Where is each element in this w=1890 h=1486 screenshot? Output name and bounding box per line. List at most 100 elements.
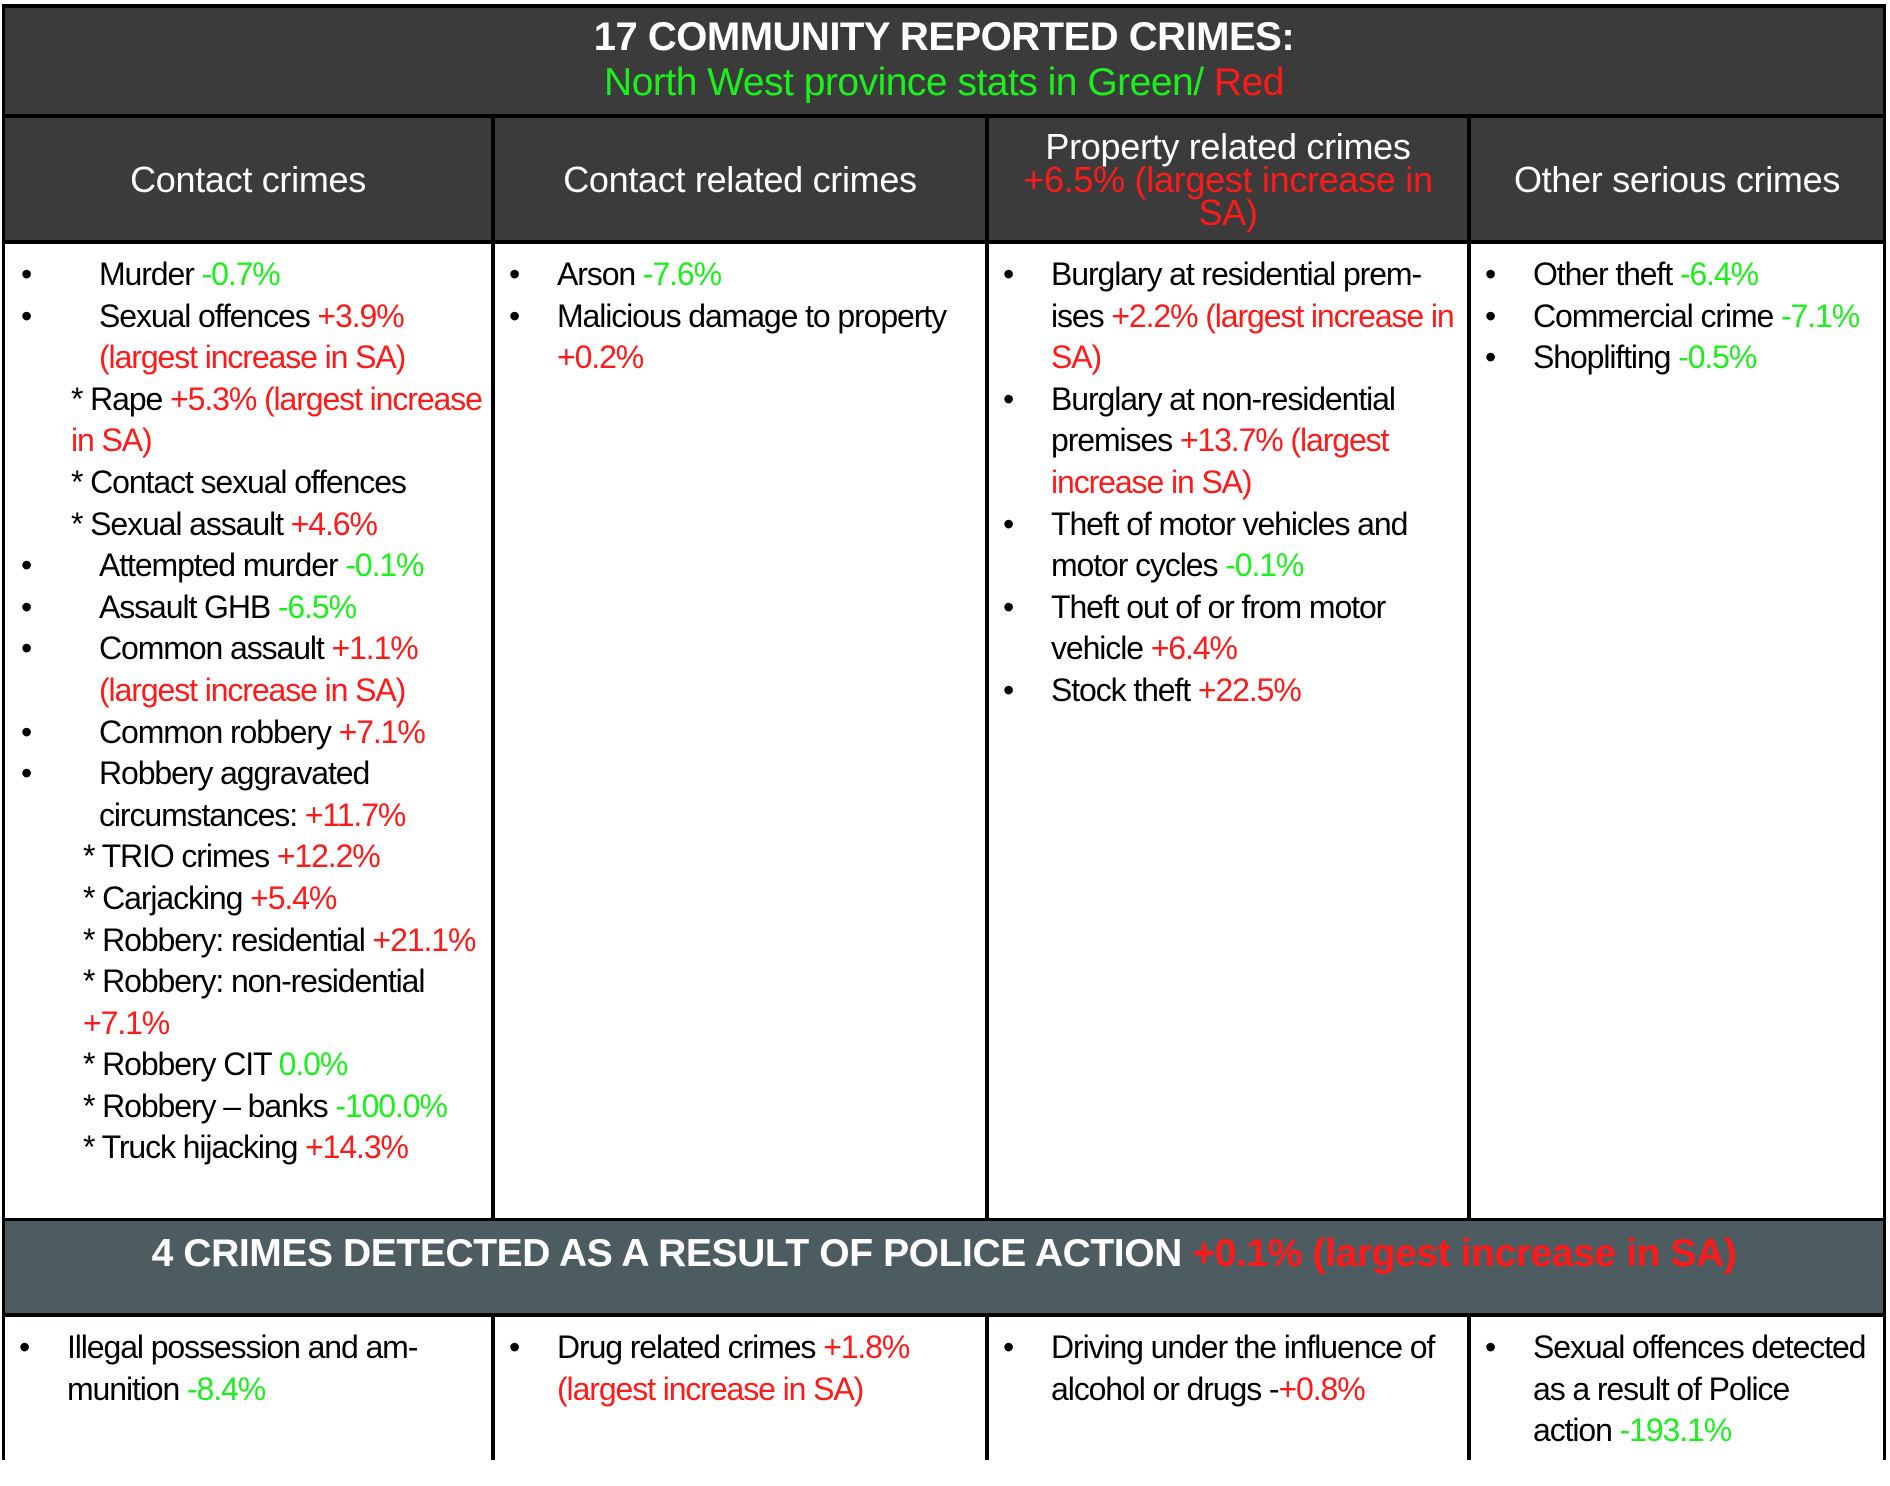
- crime-label: * Rape: [71, 380, 171, 417]
- header-label: Contact related crimes: [563, 158, 917, 200]
- crime-change-value: -6.4%: [1679, 256, 1759, 292]
- list-item: • Illegal possession and am-munition -8.4…: [5, 1327, 491, 1410]
- crime-label: * Truck hijacking: [83, 1129, 306, 1166]
- list-item: • Commercial crime -7.1%: [1471, 296, 1883, 338]
- list-item: • Drug related crimes +1.8% (largest incr…: [495, 1327, 985, 1410]
- police-column-1: • Illegal possession and am-munition -8.4…: [5, 1317, 491, 1460]
- police-column-4: • Sexual offences detected as a result of…: [1471, 1317, 1883, 1460]
- crime-change-value: +6.4%: [1150, 630, 1238, 667]
- column-contact-related-crimes: • Arson -7.6% • Malicious damage to propert…: [495, 244, 985, 1218]
- bullet-icon: •: [1485, 1329, 1496, 1365]
- bullet-icon: •: [21, 256, 32, 292]
- list-item: • Common robbery +7.1%: [5, 712, 491, 754]
- item-text: Shoplifting -0.5%: [1471, 337, 1883, 379]
- crime-change-value: +0.8%: [1278, 1370, 1365, 1407]
- bullet-icon: •: [21, 755, 32, 792]
- list-item: • Burglary at non-residential premises +1…: [989, 379, 1467, 504]
- bullet-icon: •: [1485, 339, 1496, 376]
- list-item: • Stock theft +22.5%: [989, 670, 1467, 712]
- item-text: * Carjacking +5.4%: [5, 878, 491, 920]
- crime-change-value: +14.3%: [305, 1129, 409, 1166]
- crime-label: * Sexual assault: [71, 505, 291, 542]
- crime-change-value: +2.2% (largest increase in SA): [1051, 297, 1455, 376]
- item-text: Murder -0.7%: [5, 254, 491, 296]
- crime-label: Malicious damage to property: [557, 297, 947, 334]
- crime-change-value: +5.4%: [250, 879, 337, 916]
- bullet-icon: •: [509, 297, 520, 334]
- crime-label: Theft of motor vehicles and motor cycles: [1051, 505, 1408, 584]
- crime-change-value: +3.9% (largest increase in SA): [99, 297, 406, 376]
- item-text: * Truck hijacking +14.3%: [5, 1127, 491, 1169]
- crime-label: * Robbery: residential: [83, 921, 373, 958]
- crime-change-value: -0.1%: [345, 547, 424, 584]
- column-contact-crimes: • Murder -0.7% • Sexual offences +3.9% (lar…: [5, 244, 491, 1218]
- bullet-icon: •: [1485, 256, 1496, 292]
- item-text: Malicious damage to property +0.2%: [495, 296, 985, 379]
- item-text: * Contact sexual offences: [5, 462, 491, 504]
- item-text: Attempted murder -0.1%: [5, 545, 491, 587]
- page-subtitle: North West province stats in Green/ Red: [5, 60, 1883, 106]
- item-text: Sexual offences detected as a result of …: [1471, 1327, 1883, 1452]
- sub-list-item: * Robbery: non-residential +7.1%: [5, 961, 491, 1044]
- page-title: 17 COMMUNITY REPORTED CRIMES:: [593, 15, 1295, 59]
- crime-label: Illegal possession and am-munition: [67, 1329, 418, 1407]
- item-text: Arson -7.6%: [495, 254, 985, 296]
- crime-change-value: -0.7%: [201, 256, 281, 292]
- item-text: Sexual offences +3.9% (largest increase …: [5, 296, 491, 379]
- item-text: Burglary at residential prem-ises +2.2% …: [989, 254, 1467, 379]
- header-label: Other serious crimes: [1513, 158, 1841, 200]
- item-text: Robbery aggravated circumstances: +11.7%: [5, 753, 491, 836]
- crime-label: Driving under the influence of alcohol o…: [1051, 1329, 1435, 1407]
- crime-label: Other theft: [1533, 256, 1680, 292]
- crime-change-value: -6.5%: [277, 588, 357, 625]
- crime-label: Common robbery: [99, 713, 339, 750]
- item-text: * TRIO crimes +12.2%: [5, 836, 491, 878]
- bullet-icon: •: [21, 547, 32, 584]
- crime-change-value: +1.1% (largest increase in SA): [99, 630, 419, 708]
- bullet-icon: •: [1003, 256, 1014, 292]
- crime-change-value: +5.3% (largest increase in SA): [71, 380, 483, 459]
- list-item: • Attempted murder -0.1%: [5, 545, 491, 587]
- bullet-icon: •: [19, 1329, 30, 1365]
- bullet-icon: •: [1485, 297, 1496, 334]
- crime-label: Robbery aggravated circumstances:: [99, 755, 370, 833]
- bullet-icon: •: [509, 256, 520, 292]
- list-item: • Assault GHB -6.5%: [5, 587, 491, 629]
- crime-change-value: +12.2%: [276, 838, 381, 875]
- list-item: • Common assault +1.1% (largest increase …: [5, 628, 491, 711]
- subtitle-red: Red: [1213, 61, 1285, 104]
- list-item: • Sexual offences +3.9% (largest increase…: [5, 296, 491, 379]
- sub-list-item: * Sexual assault +4.6%: [5, 504, 491, 546]
- list-item: • Arson -7.6%: [495, 254, 985, 296]
- sub-list-item: * Rape +5.3% (largest increase in SA): [5, 379, 491, 462]
- item-text: Drug related crimes +1.8% (largest incre…: [495, 1327, 985, 1410]
- list-item: • Driving under the influence of alcohol …: [989, 1327, 1467, 1410]
- column-other-serious-crimes: • Other theft -6.4% • Commercial crime -7.1…: [1471, 244, 1883, 1218]
- bullet-icon: •: [21, 713, 32, 750]
- crime-label: Burglary at non-residential premises: [1051, 380, 1396, 459]
- item-text: * Robbery: residential +21.1%: [5, 920, 491, 962]
- header-label: Property related crimes: [1045, 125, 1411, 167]
- list-item: • Theft out of or from motor vehicle +6.4…: [989, 587, 1467, 670]
- item-text: Theft of motor vehicles and motor cycles…: [989, 504, 1467, 587]
- item-text: Theft out of or from motor vehicle +6.4%: [989, 587, 1467, 670]
- police-column-2: • Drug related crimes +1.8% (largest incr…: [495, 1317, 985, 1460]
- crime-label: Murder: [99, 256, 202, 292]
- police-title-text: 4 CRIMES DETECTED AS A RESULT OF POLICE …: [151, 1232, 1193, 1275]
- crime-change-value: +7.1%: [338, 713, 426, 750]
- crime-label: * Robbery CIT: [83, 1046, 279, 1083]
- crime-change-value: -193.1%: [1619, 1412, 1733, 1449]
- sub-list-item: * Robbery – banks -100.0%: [5, 1086, 491, 1128]
- bullet-icon: •: [21, 297, 32, 334]
- crime-change-value: +7.1%: [83, 1004, 170, 1041]
- item-text: Common assault +1.1% (largest increase i…: [5, 628, 491, 711]
- sub-list-item: * Truck hijacking +14.3%: [5, 1127, 491, 1169]
- bullet-icon: •: [1003, 380, 1014, 417]
- crime-change-value: -7.6%: [642, 256, 722, 292]
- sub-list-item: * TRIO crimes +12.2%: [5, 836, 491, 878]
- crime-label: Shoplifting: [1533, 339, 1679, 376]
- police-action-title: 4 CRIMES DETECTED AS A RESULT OF POLICE …: [5, 1229, 1883, 1279]
- crime-change-value: -8.4%: [186, 1370, 266, 1407]
- crime-label: Assault GHB: [99, 588, 278, 625]
- list-item: • Burglary at residential prem-ises +2.2%…: [989, 254, 1467, 379]
